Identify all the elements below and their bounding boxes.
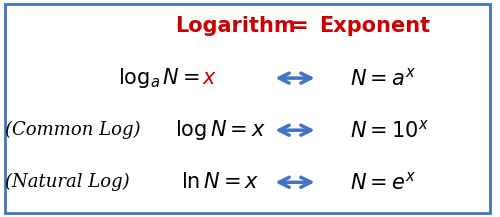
Text: $N = 10^{x}$: $N = 10^{x}$ (350, 119, 429, 141)
Text: $\ln N = x$: $\ln N = x$ (181, 172, 259, 192)
Text: (Common Log): (Common Log) (5, 121, 140, 139)
Text: Logarithm: Logarithm (174, 16, 296, 36)
Text: $N = e^{x}$: $N = e^{x}$ (350, 171, 416, 193)
Text: $\log_{a} N = $: $\log_{a} N = $ (118, 66, 200, 90)
Text: $N = a^{x}$: $N = a^{x}$ (350, 67, 416, 89)
Text: Exponent: Exponent (320, 16, 430, 36)
Text: $x$: $x$ (202, 68, 218, 88)
Text: $\log N = x$: $\log N = x$ (174, 118, 266, 142)
Text: =: = (291, 16, 309, 36)
Text: (Natural Log): (Natural Log) (5, 173, 130, 191)
